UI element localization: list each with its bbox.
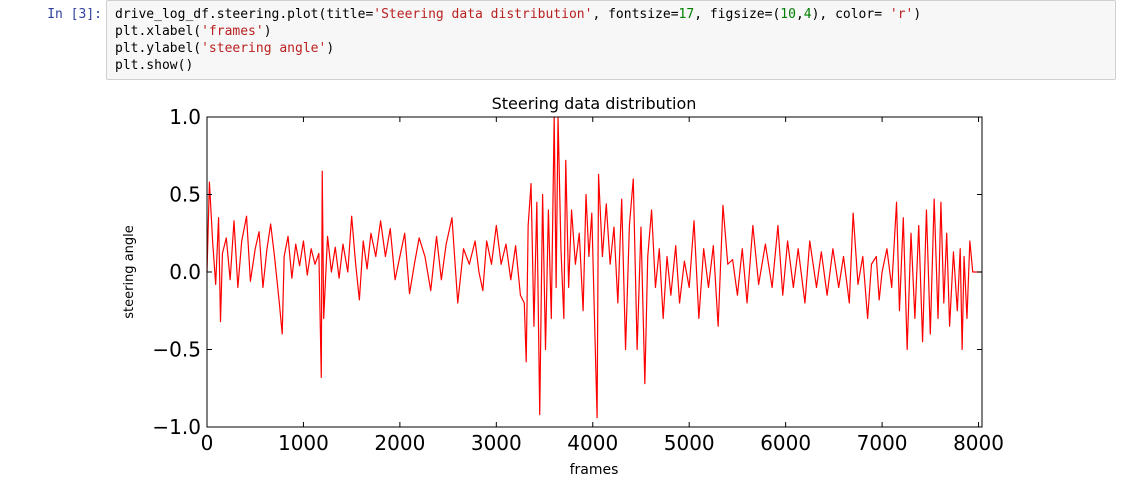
code-line: plt.xlabel('frames'): [115, 23, 1107, 40]
code-number-token: 10: [780, 7, 796, 22]
code-token: ): [326, 41, 335, 56]
x-tick-label: 3000: [471, 431, 522, 455]
code-string-token: 'frames': [201, 24, 264, 39]
cell-prompt: In [3]:: [47, 7, 102, 22]
code-number-token: 4: [803, 7, 812, 22]
y-tick-label: 0.5: [169, 183, 201, 207]
code-line: plt.ylabel('steering angle'): [115, 40, 1107, 57]
code-token: plt.xlabel(: [115, 24, 202, 39]
code-line: plt.show(): [115, 57, 1107, 74]
y-tick-label: −0.5: [152, 338, 201, 362]
code-token: ), color=: [811, 7, 890, 22]
x-tick-label: 8000: [953, 431, 1004, 455]
code-token: plt.show(): [115, 58, 194, 73]
code-token: ): [913, 7, 922, 22]
x-tick-label: 5000: [664, 431, 715, 455]
cell-output: Steering data distribution 0 1000 2000 3000…: [106, 88, 1116, 480]
code-number-token: 17: [678, 7, 695, 22]
code-string-token: 'steering angle': [201, 41, 327, 56]
y-axis-label: steering angle: [122, 225, 137, 319]
code-token: , fontsize=: [592, 7, 679, 22]
code-string-token: 'r': [889, 7, 914, 22]
code-line: drive_log_df.steering.plot(title='Steeri…: [115, 6, 1107, 23]
chart-title: Steering data distribution: [492, 94, 697, 113]
x-tick-label: 4000: [567, 431, 618, 455]
code-token: drive_log_df.steering.plot(title=: [115, 7, 374, 22]
code-token: ,: [795, 7, 804, 22]
code-token: ): [263, 24, 272, 39]
x-tick-label: 1000: [278, 431, 329, 455]
x-tick-label: 7000: [857, 431, 908, 455]
x-tick-label: 6000: [760, 431, 811, 455]
x-tick-label: 2000: [374, 431, 425, 455]
series-line-steering: [206, 116, 982, 419]
code-token: , figsize=(: [694, 7, 781, 22]
x-tick-label: 0: [201, 431, 214, 455]
y-tick-label: 1.0: [169, 105, 201, 129]
y-tick-label: 0.0: [169, 260, 201, 284]
code-cell-input[interactable]: drive_log_df.steering.plot(title='Steeri…: [106, 0, 1116, 80]
x-axis-label: frames: [570, 462, 619, 478]
y-tick-label: −1.0: [152, 415, 201, 439]
code-token: plt.ylabel(: [115, 41, 202, 56]
code-editor[interactable]: drive_log_df.steering.plot(title='Steeri…: [115, 6, 1107, 74]
code-string-token: 'Steering data distribution': [373, 7, 593, 22]
steering-chart: Steering data distribution 0 1000 2000 3000…: [122, 94, 1004, 478]
